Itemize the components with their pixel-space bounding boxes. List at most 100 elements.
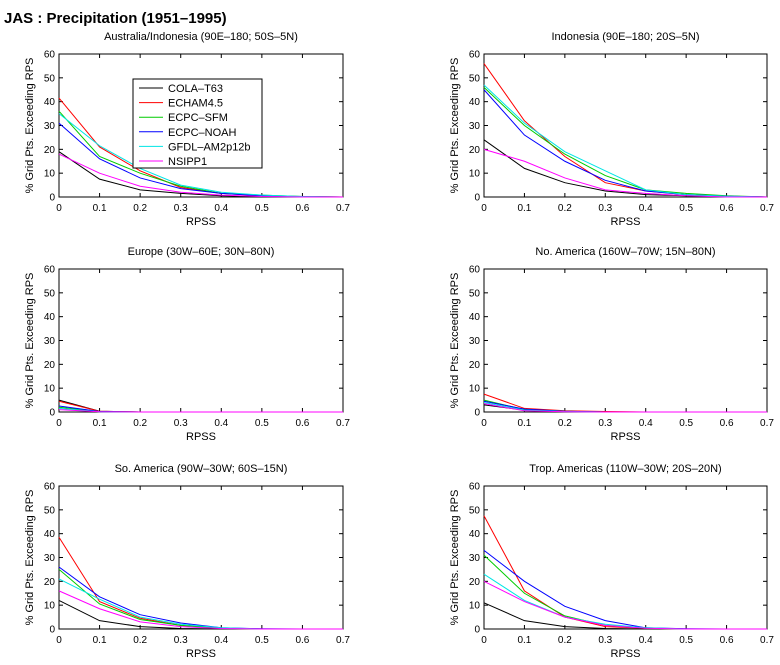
x-tick-label: 0.7 — [760, 203, 774, 214]
x-tick-label: 0.3 — [174, 635, 188, 646]
y-tick-label: 10 — [44, 169, 56, 180]
y-tick-label: 0 — [49, 193, 55, 204]
y-tick-label: 0 — [49, 408, 55, 419]
y-tick-label: 0 — [49, 625, 55, 636]
x-tick-label: 0 — [481, 418, 487, 429]
x-tick-label: 0.1 — [93, 418, 107, 429]
x-tick-label: 0 — [481, 203, 487, 214]
y-tick-label: 40 — [44, 529, 56, 540]
x-tick-label: 0.7 — [336, 635, 350, 646]
x-tick-label: 0.5 — [679, 418, 693, 429]
plot-area — [483, 268, 768, 413]
x-tick-label: 0.5 — [679, 203, 693, 214]
y-tick-label: 50 — [469, 288, 481, 299]
legend-label: ECHAM4.5 — [168, 98, 223, 110]
x-tick-label: 0.2 — [558, 418, 572, 429]
y-tick-label: 40 — [469, 97, 481, 108]
legend-label: ECPC–NOAH — [168, 127, 237, 139]
y-tick-label: 20 — [44, 360, 56, 371]
series-line-6 — [483, 580, 767, 630]
legend-label: NSIPP1 — [168, 156, 207, 168]
x-tick-label: 0.4 — [639, 635, 653, 646]
x-tick-label: 0.2 — [133, 418, 147, 429]
x-tick-label: 0.2 — [133, 203, 147, 214]
y-tick-label: 0 — [474, 625, 480, 636]
legend-label: COLA–T63 — [168, 83, 223, 95]
x-tick-label: 0.2 — [558, 203, 572, 214]
y-axis-label: % Grid Pts. Exceeding RPS — [24, 58, 36, 194]
x-tick-label: 0.2 — [558, 635, 572, 646]
x-tick-label: 0.1 — [93, 203, 107, 214]
series-line-5 — [58, 113, 344, 198]
y-tick-label: 50 — [44, 505, 56, 516]
series-line-3 — [483, 87, 768, 198]
series-line-6 — [58, 153, 343, 198]
x-tick-label: 0.4 — [214, 203, 228, 214]
x-tick-label: 0.4 — [214, 635, 228, 646]
y-tick-label: 30 — [469, 336, 481, 347]
x-tick-label: 0.6 — [295, 203, 309, 214]
x-tick-label: 0.7 — [760, 635, 774, 646]
legend-label: GFDL–AM2p12b — [168, 141, 251, 153]
series-line-6 — [58, 590, 343, 630]
x-axis-label: RPSS — [186, 216, 216, 228]
series-line-5 — [483, 84, 768, 198]
y-tick-label: 0 — [474, 408, 480, 419]
y-tick-label: 40 — [469, 529, 481, 540]
x-tick-label: 0.5 — [255, 418, 269, 429]
y-tick-label: 0 — [474, 193, 480, 204]
x-tick-label: 0.3 — [598, 203, 612, 214]
y-tick-label: 50 — [44, 288, 56, 299]
panel-title: So. America (90W–30W; 60S–15N) — [115, 463, 288, 475]
y-tick-label: 20 — [469, 577, 481, 588]
plot-area — [483, 53, 768, 198]
y-axis-label: % Grid Pts. Exceeding RPS — [24, 273, 36, 409]
figure-title: JAS : Precipitation (1951–1995) — [4, 10, 227, 27]
y-tick-label: 10 — [44, 384, 56, 395]
y-tick-label: 50 — [469, 505, 481, 516]
x-tick-label: 0.3 — [598, 418, 612, 429]
x-tick-label: 0 — [56, 203, 62, 214]
x-tick-label: 0 — [56, 635, 62, 646]
y-axis-label: % Grid Pts. Exceeding RPS — [449, 273, 461, 409]
x-axis-label: RPSS — [611, 431, 641, 443]
y-tick-label: 30 — [469, 121, 481, 132]
plot-area — [483, 485, 768, 630]
y-tick-label: 30 — [469, 553, 481, 564]
x-tick-label: 0.6 — [295, 418, 309, 429]
series-line-6 — [483, 148, 767, 198]
y-axis-label: % Grid Pts. Exceeding RPS — [449, 490, 461, 626]
series-line-6 — [483, 403, 767, 413]
panel-5: So. America (90W–30W; 60S–15N) 0 0.1 0.2 0.3… — [24, 463, 350, 660]
x-tick-label: 0.6 — [295, 635, 309, 646]
y-tick-label: 40 — [44, 97, 56, 108]
panel-6: Trop. Americas (110W–30W; 20S–20N) 0 0.1 0.… — [449, 463, 774, 660]
y-tick-label: 50 — [44, 73, 56, 84]
y-tick-label: 10 — [469, 384, 481, 395]
x-tick-label: 0.7 — [336, 203, 350, 214]
y-tick-label: 60 — [469, 482, 481, 493]
plot-area — [58, 268, 344, 413]
x-tick-label: 0.4 — [639, 203, 653, 214]
x-tick-label: 0.6 — [720, 418, 734, 429]
y-tick-label: 40 — [44, 312, 56, 323]
x-tick-label: 0.5 — [255, 203, 269, 214]
y-tick-label: 10 — [44, 601, 56, 612]
x-tick-label: 0.5 — [255, 635, 269, 646]
panel-title: No. America (160W–70W; 15N–80N) — [535, 246, 715, 258]
x-tick-label: 0.7 — [336, 418, 350, 429]
x-tick-label: 0.1 — [517, 635, 531, 646]
x-tick-label: 0.3 — [174, 418, 188, 429]
panel-title: Trop. Americas (110W–30W; 20S–20N) — [529, 463, 721, 475]
y-tick-label: 60 — [469, 265, 481, 276]
x-tick-label: 0.1 — [517, 203, 531, 214]
x-axis-label: RPSS — [611, 648, 641, 660]
x-tick-label: 0.3 — [598, 635, 612, 646]
y-axis-label: % Grid Pts. Exceeding RPS — [449, 58, 461, 194]
y-tick-label: 60 — [44, 482, 56, 493]
x-axis-label: RPSS — [611, 216, 641, 228]
y-tick-label: 50 — [469, 73, 481, 84]
legend-box — [132, 78, 263, 169]
panel-1: Australia/Indonesia (90E–180; 50S–5N) 0 0.… — [24, 31, 350, 228]
x-tick-label: 0.5 — [679, 635, 693, 646]
